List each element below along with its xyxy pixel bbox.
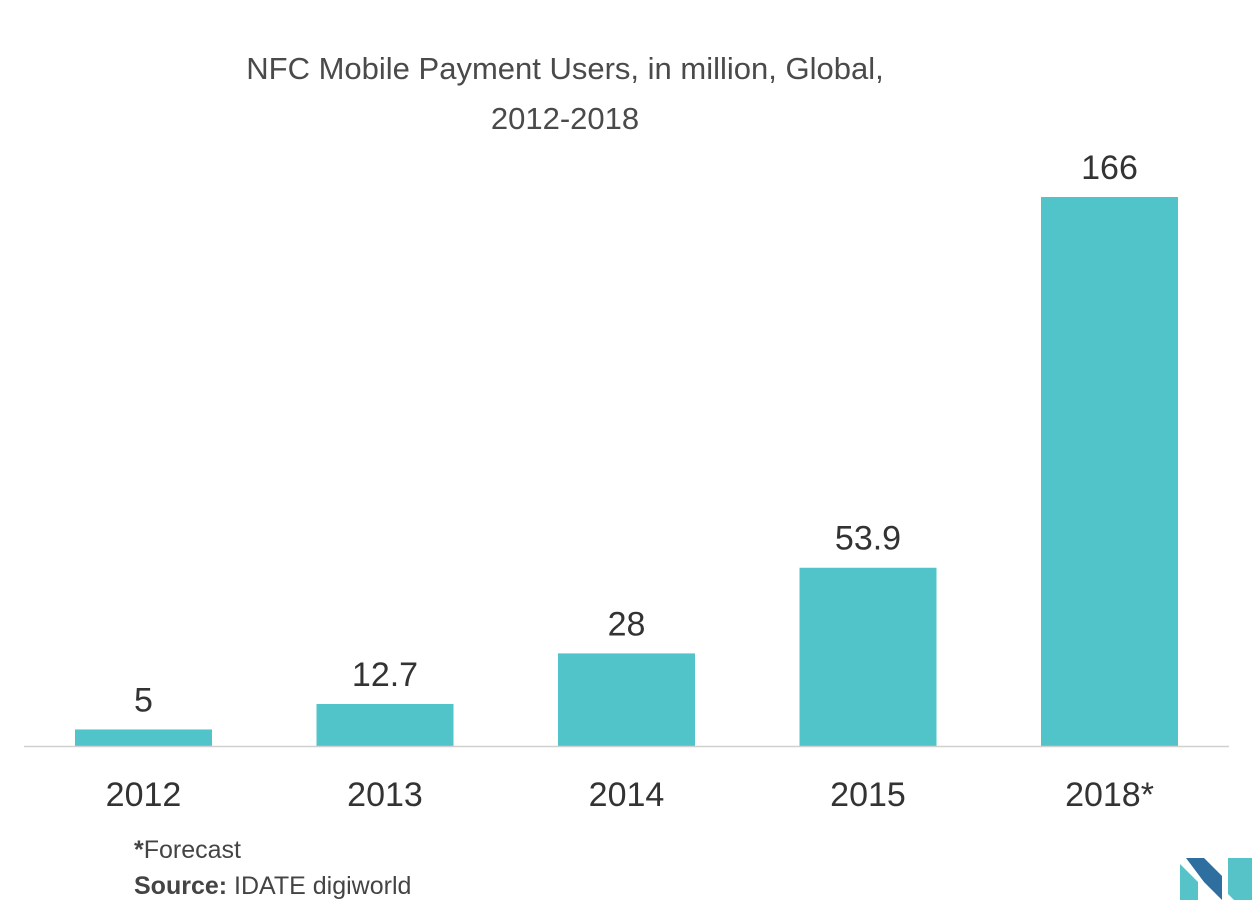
category-label-2015: 2015 (830, 776, 906, 814)
chart-title-line-1: NFC Mobile Payment Users, in million, Gl… (246, 51, 884, 86)
source-note: Source: IDATE digiworld (134, 868, 411, 904)
bar-2015 (799, 567, 937, 746)
category-label-2013: 2013 (347, 776, 423, 814)
category-label-2012: 2012 (106, 776, 182, 814)
mordor-logo-icon (1180, 858, 1252, 900)
chart-title-line-2: 2012-2018 (490, 101, 640, 136)
logo-shape-right (1228, 858, 1252, 900)
data-label-2015: 53.9 (835, 520, 901, 558)
data-label-2013: 12.7 (352, 656, 418, 694)
category-label-2018: 2018* (1065, 776, 1154, 814)
chart-title: NFC Mobile Payment Users, in million, Gl… (150, 44, 980, 144)
category-label-2014: 2014 (589, 776, 665, 814)
bar-2014 (558, 653, 695, 746)
bars-group (75, 197, 1178, 746)
bar-2012 (75, 729, 212, 746)
data-labels-group: 5 12.7 28 53.9 166 (134, 149, 1138, 719)
data-label-2012: 5 (134, 681, 153, 719)
logo-shape-middle (1186, 858, 1222, 900)
forecast-note-text: Forecast (143, 836, 241, 864)
bar-2018 (1041, 197, 1178, 746)
forecast-marker: * (134, 836, 144, 864)
forecast-note: *Forecast (134, 832, 411, 868)
source-text: IDATE digiworld (234, 872, 412, 900)
chart-footnote: *Forecast Source: IDATE digiworld (134, 832, 411, 904)
category-labels-group: 2012 2013 2014 2015 2018* (106, 776, 1154, 814)
data-label-2014: 28 (608, 605, 646, 643)
bar-2013 (316, 703, 454, 746)
logo-shape-left (1180, 864, 1198, 900)
data-label-2018: 166 (1081, 149, 1138, 187)
source-label: Source: (134, 872, 228, 900)
